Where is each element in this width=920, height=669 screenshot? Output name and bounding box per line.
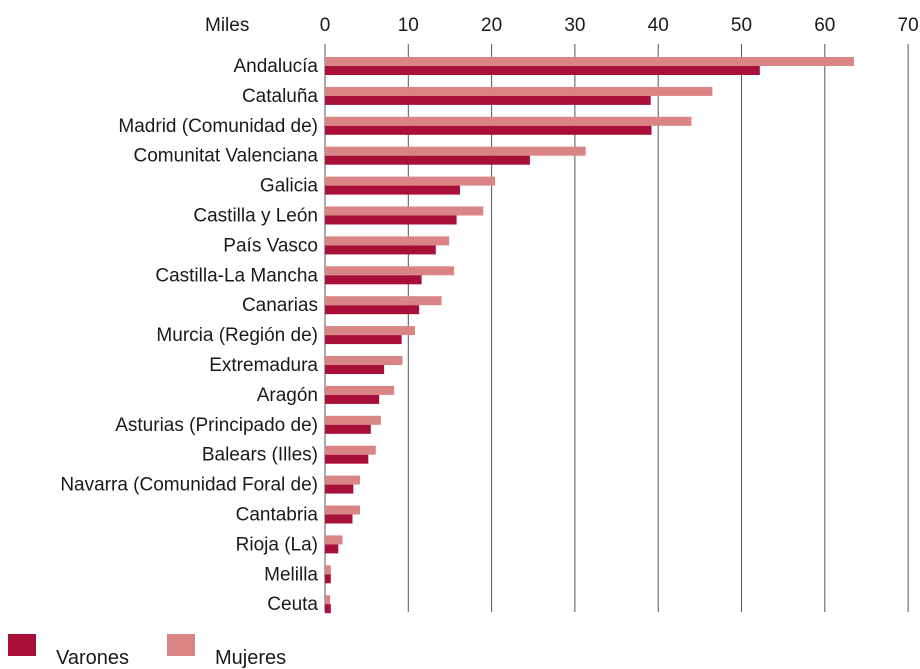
x-tick-label: 20	[481, 15, 502, 36]
category-label: Cantabria	[236, 505, 319, 526]
category-label: Comunitat Valenciana	[134, 146, 319, 167]
legend-item-varones: Varones	[8, 634, 129, 668]
bar-mujeres	[325, 326, 415, 336]
category-label: Castilla y León	[193, 206, 318, 227]
bar-varones	[325, 394, 380, 404]
bar-varones	[325, 574, 331, 584]
bar-mujeres	[325, 595, 330, 605]
bar-mujeres	[325, 385, 395, 395]
bar-mujeres	[325, 505, 360, 515]
bar-mujeres	[325, 535, 343, 545]
x-tick-labels: 0 10 20 30 40 50 60 70	[320, 15, 919, 36]
category-label: Andalucía	[233, 56, 318, 77]
category-label: Canarias	[242, 295, 318, 316]
bar-varones	[325, 365, 385, 374]
bars	[325, 57, 854, 614]
bar-mujeres	[325, 475, 360, 485]
category-label: País Vasco	[223, 235, 318, 256]
bar-varones	[325, 66, 760, 75]
x-tick-label: 10	[398, 15, 419, 36]
bar-varones	[325, 454, 369, 464]
category-label: Extremadura	[209, 355, 318, 376]
bar-varones	[325, 514, 353, 524]
x-tick-label: 50	[731, 15, 752, 36]
category-label: Melilla	[264, 564, 318, 585]
bar-varones	[325, 155, 530, 165]
legend-swatch-mujeres	[167, 634, 196, 656]
category-label: Madrid (Comunidad de)	[118, 116, 318, 137]
bar-chart: Miles 0 10 20 30 40 50 60 70 Andalucía Cataluña M…	[60, 15, 919, 615]
x-tick-label: 60	[814, 15, 835, 36]
grid-lines	[324, 44, 909, 612]
bar-mujeres	[325, 86, 713, 96]
category-label: Murcia (Región de)	[156, 325, 318, 346]
legend-label-varones: Varones	[56, 647, 130, 669]
bar-mujeres	[325, 236, 450, 246]
unit-label: Miles	[205, 15, 249, 36]
bar-mujeres	[325, 445, 376, 455]
category-label: Asturias (Principado de)	[115, 415, 318, 436]
legend-label-mujeres: Mujeres	[215, 647, 287, 669]
category-label: Castilla-La Mancha	[155, 265, 318, 286]
x-tick-label: 40	[648, 15, 669, 36]
bar-varones	[325, 275, 422, 285]
bar-mujeres	[325, 116, 692, 126]
bar-varones	[325, 185, 460, 195]
category-label: Rioja (La)	[236, 534, 318, 555]
bar-mujeres	[325, 146, 586, 156]
legend: Varones Mujeres	[8, 634, 324, 668]
legend-swatch-varones	[8, 634, 36, 656]
category-labels: Andalucía Cataluña Madrid (Comunidad de) Co…	[60, 56, 318, 615]
bar-varones	[325, 604, 331, 614]
bar-mujeres	[325, 206, 484, 216]
bar-mujeres	[325, 565, 331, 575]
bar-mujeres	[325, 57, 854, 66]
bar-varones	[325, 245, 436, 255]
bar-varones	[325, 424, 371, 434]
bar-varones	[325, 125, 652, 135]
x-tick-label: 0	[320, 15, 331, 36]
category-label: Aragón	[257, 385, 318, 406]
legend-item-mujeres: Mujeres	[167, 634, 286, 668]
x-tick-label: 70	[898, 15, 919, 36]
bar-varones	[325, 95, 651, 105]
bar-mujeres	[325, 176, 495, 186]
bar-varones	[325, 544, 339, 554]
bar-mujeres	[325, 356, 403, 365]
category-label: Galicia	[260, 176, 319, 197]
bar-varones	[325, 215, 457, 225]
x-tick-label: 30	[564, 15, 585, 36]
bar-varones	[325, 335, 402, 345]
bar-varones	[325, 484, 354, 494]
category-label: Cataluña	[242, 86, 318, 107]
bar-mujeres	[325, 266, 455, 276]
category-label: Ceuta	[267, 594, 318, 615]
bar-mujeres	[325, 415, 381, 425]
category-label: Balears (Illes)	[202, 445, 318, 466]
category-label: Navarra (Comunidad Foral de)	[60, 475, 318, 496]
bar-mujeres	[325, 296, 442, 306]
bar-varones	[325, 305, 420, 315]
